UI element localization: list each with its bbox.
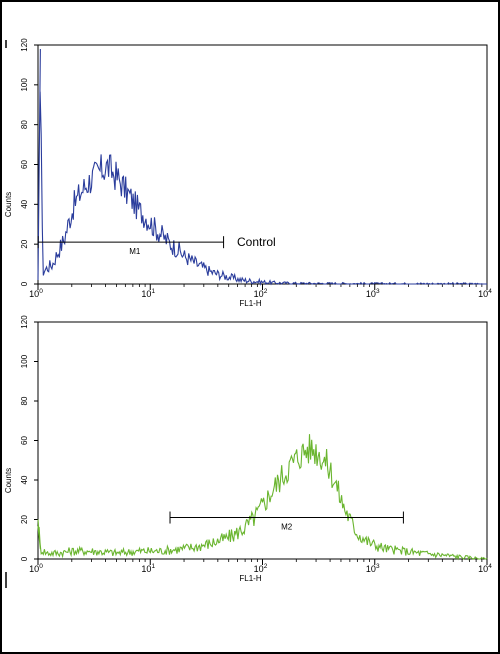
x-tick-label: 100 xyxy=(29,288,43,299)
x-tick-label: 102 xyxy=(254,563,268,574)
x-axis-label: FL1-H xyxy=(239,574,261,583)
x-tick-label: 103 xyxy=(366,288,380,299)
histogram-trace xyxy=(37,434,488,561)
y-tick-label: 100 xyxy=(20,354,29,368)
x-tick-label: 104 xyxy=(478,288,492,299)
y-tick-label: 20 xyxy=(20,515,29,524)
marker-label: M2 xyxy=(281,523,293,532)
y-tick-label: 100 xyxy=(20,78,29,92)
y-axis-label: Counts xyxy=(4,468,13,493)
histogram-trace xyxy=(37,48,487,286)
y-axis-label: Counts xyxy=(4,192,13,217)
y-tick-label: 60 xyxy=(20,436,29,445)
x-tick-label: 101 xyxy=(141,288,155,299)
x-tick-label: 102 xyxy=(254,288,268,299)
y-tick-label: 40 xyxy=(20,475,29,484)
y-tick-label: 80 xyxy=(20,120,29,129)
y-tick-label: 40 xyxy=(20,199,29,208)
x-tick-label: 103 xyxy=(366,563,380,574)
x-axis-label: FL1-H xyxy=(239,299,261,308)
x-tick-label: 101 xyxy=(141,563,155,574)
histogram-panel-control: 0 20 40 60 80 100 120 100 101 102 103 104 FL1-H Count… xyxy=(4,38,492,308)
x-tick-label: 100 xyxy=(29,563,43,574)
annotation-control-label: Control xyxy=(237,235,276,249)
y-tick-label: 0 xyxy=(20,556,29,561)
y-tick-label: 120 xyxy=(20,315,29,329)
y-tick-label: 60 xyxy=(20,160,29,169)
marker-label: M1 xyxy=(129,247,141,256)
y-tick-label: 20 xyxy=(20,239,29,248)
y-tick-label: 80 xyxy=(20,396,29,405)
y-tick-label: 120 xyxy=(20,38,29,52)
x-tick-label: 104 xyxy=(478,563,492,574)
histogram-panel-stained: 0 20 40 60 80 100 120 100 101 102 103 104 FL1-H Count… xyxy=(4,315,492,583)
y-tick-label: 0 xyxy=(20,281,29,286)
